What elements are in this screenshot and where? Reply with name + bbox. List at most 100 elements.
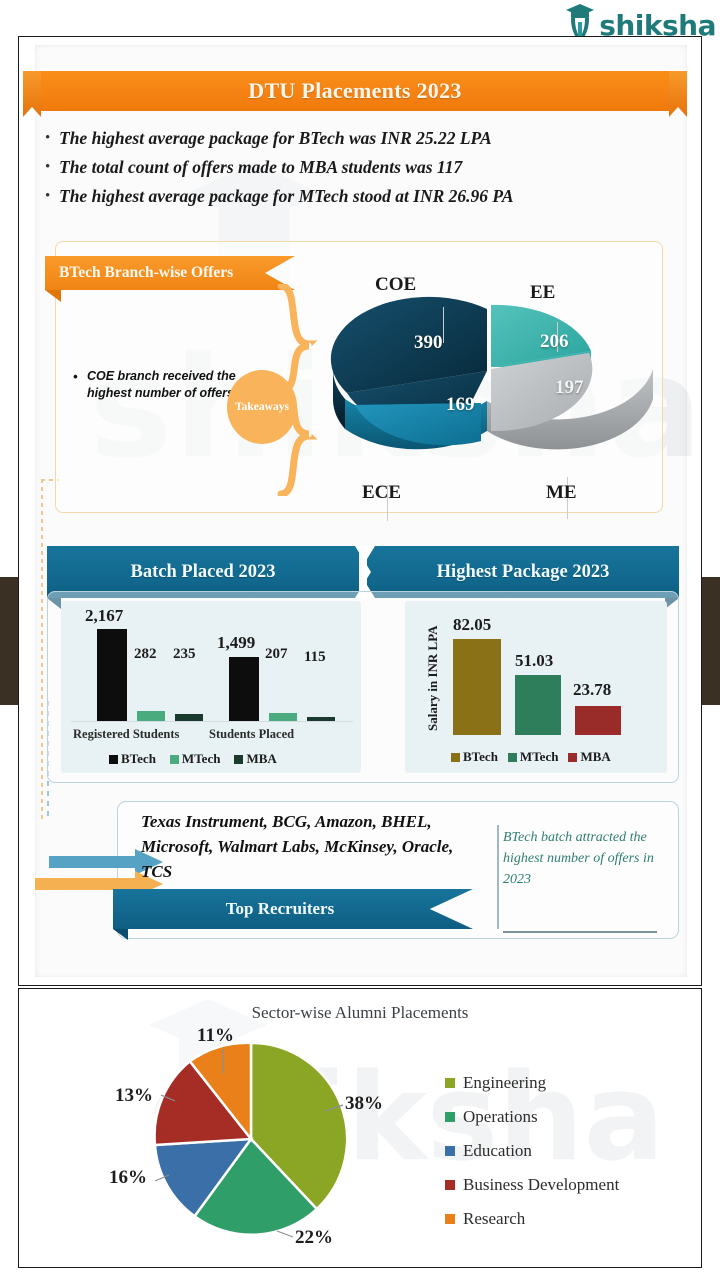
legend-swatch-mtech [507,752,517,762]
highest-package-banner: Highest Package 2023 [367,546,679,609]
pie-value-ece: 169 [446,394,475,415]
sector-pie-chart [153,1041,349,1237]
legend-label-btech: BTech [121,751,156,766]
banner-tail-left [47,598,61,609]
recruiters-note: BTech batch attracted the highest number… [503,830,654,887]
legend-item-btech: BTech [451,749,498,765]
bar-mtech-registered [137,711,165,721]
batch-placed-banner: Batch Placed 2023 [47,546,359,609]
pie-value-ee: 206 [540,331,569,352]
legend-item-mba: MBA [234,751,277,767]
legend-label-mba: MBA [580,749,611,764]
legend-label-mba: MBA [246,751,277,766]
title-ribbon: DTU Placements 2023 [23,71,687,117]
bar-mba-registered [175,714,203,721]
btech-branch-pie-chart [330,296,653,450]
arrow-orange-icon [35,871,163,897]
package-chart-legend: BTech MTech MBA [451,749,611,765]
takeaway-text: • COE branch received the highest number… [73,368,237,402]
legend-label-research: Research [463,1209,526,1228]
bar-label-mba-placed: 115 [304,649,326,665]
bullet-dot-icon: • [45,130,51,146]
sector-pie-card: shiksha Sector-wise Alumni Placements 11… [18,988,702,1268]
sector-pie-legend: Engineering Operations Education Busines… [445,1073,619,1243]
legend-swatch-mtech [169,754,179,764]
legend-label-engineering: Engineering [463,1073,547,1092]
legend-label-education: Education [463,1141,532,1160]
pie-value-me: 197 [555,377,584,398]
legend-swatch-business-development [445,1180,455,1190]
bar-btech-registered [97,629,127,721]
bar-label-mtech-package: 51.03 [515,651,554,670]
bullet-dot-icon: • [73,369,78,384]
legend-swatch-research [445,1214,455,1224]
bar-label-mtech-registered: 282 [134,646,157,662]
sector-chart-title: Sector-wise Alumni Placements [251,1003,469,1022]
page-title: DTU Placements 2023 [41,71,669,111]
legend-swatch-education [445,1146,455,1156]
pie-pct-research: 11% [197,1025,234,1046]
recruiters-list: Texas Instrument, BCG, Amazon, BHEL, Mic… [141,812,454,881]
pie-pct-engineering: 38% [345,1093,383,1114]
branch-offers-tag-label: BTech Branch-wise Offers [59,264,234,281]
recruiters-note-underline [503,931,657,933]
chart-axis-line [71,721,353,722]
highest-package-chart: Salary in INR LPA 82.05 51.03 23.78 BTec… [405,601,667,773]
category-label-registered: Registered Students [73,727,180,741]
bar-mtech-package [515,675,561,735]
legend-item-mtech: MTech [169,751,220,767]
highlights-list: • The highest average package for BTech … [45,127,665,214]
main-infographic-card: shiksha DTU Placements 2023 • The highes… [18,36,703,986]
legend-label-business-development: Business Development [463,1175,620,1194]
legend-swatch-btech [109,754,118,764]
list-item: • The highest average package for BTech … [45,127,665,149]
pie-label-me: ME [546,482,577,503]
bar-label-btech-package: 82.05 [453,615,492,634]
legend-label-mtech: MTech [519,749,559,764]
pie-pct-education: 16% [109,1167,147,1188]
bar-label-mtech-placed: 207 [265,646,288,662]
dashed-connector-blue [47,701,49,819]
batch-chart-legend: BTech MTech MBA [109,751,277,767]
takeaway-text-value: COE branch received the highest number o… [87,369,236,400]
bar-mtech-placed [269,713,297,721]
legend-swatch-btech [451,752,460,762]
bar-label-mba-package: 23.78 [573,680,612,699]
recruiters-banner-tail [113,929,128,940]
branch-offers-tag: BTech Branch-wise Offers [45,256,295,290]
list-item: • The highest average package for MTech … [45,185,665,207]
legend-item-research: Research [445,1209,619,1229]
pie-label-ee: EE [530,282,556,303]
bar-mba-placed [307,717,335,721]
pie-value-coe: 390 [414,332,443,353]
ribbon-tail-left [23,71,41,117]
y-axis-label: Salary in INR LPA [425,625,440,731]
legend-label-operations: Operations [463,1107,538,1126]
pie-leader-lines [154,1049,344,1238]
legend-item-education: Education [445,1141,619,1161]
legend-swatch-mba [568,752,578,762]
bar-mba-package [575,706,621,735]
legend-label-btech: BTech [463,749,498,764]
highest-package-title: Highest Package 2023 [436,561,610,582]
top-recruiters-banner: Top Recruiters [113,889,473,929]
banner-tail-right [665,598,679,609]
highlight-text: The highest average package for MTech st… [59,186,514,206]
bar-label-btech-registered: 2,167 [85,606,124,625]
ribbon-tail-right [669,71,687,117]
legend-item-btech: BTech [109,751,156,767]
arrow-blue-icon [49,849,163,875]
bar-btech-package [453,639,501,735]
bullet-dot-icon: • [45,188,51,204]
dashed-connector-vertical [41,479,43,819]
top-recruiters-label: Top Recruiters [225,899,335,918]
pie-pct-business-development: 13% [115,1085,153,1106]
chevron-divider-icon [355,546,375,598]
takeaways-badge-label: Takeaways [235,401,289,413]
pie-pct-operations: 22% [295,1227,333,1248]
list-item: • The total count of offers made to MBA … [45,156,665,178]
category-label-placed: Students Placed [209,727,295,741]
legend-item-business-development: Business Development [445,1175,619,1195]
batch-placed-title: Batch Placed 2023 [130,561,276,582]
recruiters-note-divider [497,825,499,929]
